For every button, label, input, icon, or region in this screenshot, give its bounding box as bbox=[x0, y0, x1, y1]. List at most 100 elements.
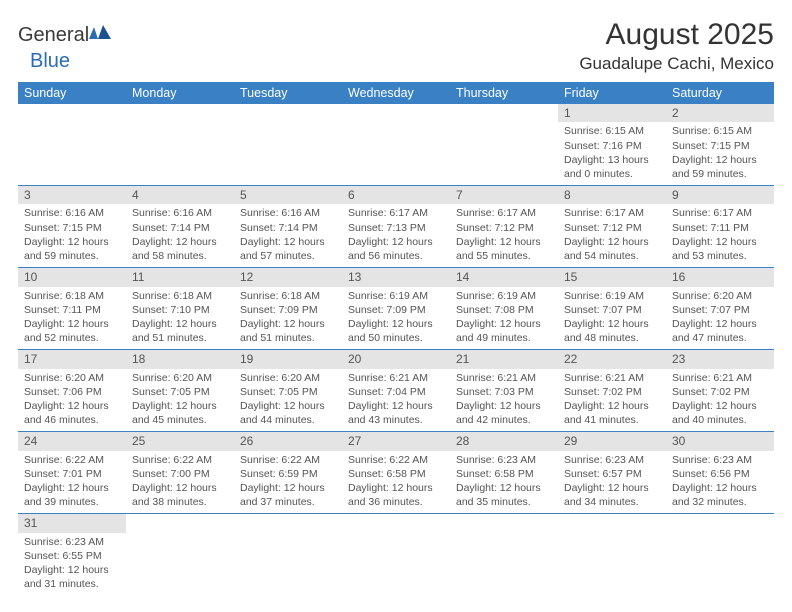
calendar-day: 1Sunrise: 6:15 AMSunset: 7:16 PMDaylight… bbox=[558, 104, 666, 186]
calendar-empty bbox=[450, 104, 558, 186]
day-number: 24 bbox=[18, 432, 126, 450]
calendar-empty bbox=[126, 514, 234, 596]
calendar-day: 14Sunrise: 6:19 AMSunset: 7:08 PMDayligh… bbox=[450, 268, 558, 350]
calendar-day: 30Sunrise: 6:23 AMSunset: 6:56 PMDayligh… bbox=[666, 432, 774, 514]
day-details: Sunrise: 6:16 AMSunset: 7:14 PMDaylight:… bbox=[126, 204, 234, 267]
day-number: 3 bbox=[18, 186, 126, 204]
day-number: 13 bbox=[342, 268, 450, 286]
day-details: Sunrise: 6:15 AMSunset: 7:16 PMDaylight:… bbox=[558, 122, 666, 185]
calendar-day: 17Sunrise: 6:20 AMSunset: 7:06 PMDayligh… bbox=[18, 350, 126, 432]
calendar-row: 31Sunrise: 6:23 AMSunset: 6:55 PMDayligh… bbox=[18, 514, 774, 596]
calendar-day: 16Sunrise: 6:20 AMSunset: 7:07 PMDayligh… bbox=[666, 268, 774, 350]
calendar-day: 9Sunrise: 6:17 AMSunset: 7:11 PMDaylight… bbox=[666, 186, 774, 268]
day-number: 22 bbox=[558, 350, 666, 368]
calendar-table: SundayMondayTuesdayWednesdayThursdayFrid… bbox=[18, 82, 774, 595]
day-details: Sunrise: 6:19 AMSunset: 7:09 PMDaylight:… bbox=[342, 287, 450, 350]
calendar-day: 19Sunrise: 6:20 AMSunset: 7:05 PMDayligh… bbox=[234, 350, 342, 432]
day-details: Sunrise: 6:23 AMSunset: 6:57 PMDaylight:… bbox=[558, 451, 666, 514]
day-details: Sunrise: 6:21 AMSunset: 7:02 PMDaylight:… bbox=[558, 369, 666, 432]
day-details: Sunrise: 6:15 AMSunset: 7:15 PMDaylight:… bbox=[666, 122, 774, 185]
calendar-day: 18Sunrise: 6:20 AMSunset: 7:05 PMDayligh… bbox=[126, 350, 234, 432]
day-details: Sunrise: 6:17 AMSunset: 7:12 PMDaylight:… bbox=[450, 204, 558, 267]
calendar-day: 20Sunrise: 6:21 AMSunset: 7:04 PMDayligh… bbox=[342, 350, 450, 432]
weekday-header: Wednesday bbox=[342, 82, 450, 104]
day-details: Sunrise: 6:21 AMSunset: 7:03 PMDaylight:… bbox=[450, 369, 558, 432]
day-number: 29 bbox=[558, 432, 666, 450]
day-details: Sunrise: 6:21 AMSunset: 7:02 PMDaylight:… bbox=[666, 369, 774, 432]
day-details: Sunrise: 6:18 AMSunset: 7:11 PMDaylight:… bbox=[18, 287, 126, 350]
weekday-header: Sunday bbox=[18, 82, 126, 104]
day-details: Sunrise: 6:17 AMSunset: 7:13 PMDaylight:… bbox=[342, 204, 450, 267]
day-details: Sunrise: 6:16 AMSunset: 7:14 PMDaylight:… bbox=[234, 204, 342, 267]
day-number: 26 bbox=[234, 432, 342, 450]
calendar-day: 11Sunrise: 6:18 AMSunset: 7:10 PMDayligh… bbox=[126, 268, 234, 350]
calendar-empty bbox=[18, 104, 126, 186]
calendar-day: 5Sunrise: 6:16 AMSunset: 7:14 PMDaylight… bbox=[234, 186, 342, 268]
calendar-day: 6Sunrise: 6:17 AMSunset: 7:13 PMDaylight… bbox=[342, 186, 450, 268]
day-details: Sunrise: 6:17 AMSunset: 7:11 PMDaylight:… bbox=[666, 204, 774, 267]
calendar-day: 7Sunrise: 6:17 AMSunset: 7:12 PMDaylight… bbox=[450, 186, 558, 268]
location-subtitle: Guadalupe Cachi, Mexico bbox=[579, 54, 774, 74]
day-details: Sunrise: 6:23 AMSunset: 6:58 PMDaylight:… bbox=[450, 451, 558, 514]
day-details: Sunrise: 6:20 AMSunset: 7:06 PMDaylight:… bbox=[18, 369, 126, 432]
calendar-empty bbox=[342, 104, 450, 186]
day-number: 8 bbox=[558, 186, 666, 204]
day-details: Sunrise: 6:19 AMSunset: 7:08 PMDaylight:… bbox=[450, 287, 558, 350]
day-number: 16 bbox=[666, 268, 774, 286]
day-number: 14 bbox=[450, 268, 558, 286]
calendar-day: 8Sunrise: 6:17 AMSunset: 7:12 PMDaylight… bbox=[558, 186, 666, 268]
calendar-empty bbox=[558, 514, 666, 596]
weekday-header: Tuesday bbox=[234, 82, 342, 104]
day-details: Sunrise: 6:20 AMSunset: 7:05 PMDaylight:… bbox=[126, 369, 234, 432]
day-number: 25 bbox=[126, 432, 234, 450]
calendar-day: 24Sunrise: 6:22 AMSunset: 7:01 PMDayligh… bbox=[18, 432, 126, 514]
day-number: 27 bbox=[342, 432, 450, 450]
calendar-body: 1Sunrise: 6:15 AMSunset: 7:16 PMDaylight… bbox=[18, 104, 774, 595]
logo-text-blue: Blue bbox=[30, 50, 70, 72]
calendar-day: 29Sunrise: 6:23 AMSunset: 6:57 PMDayligh… bbox=[558, 432, 666, 514]
day-number: 31 bbox=[18, 514, 126, 532]
calendar-day: 25Sunrise: 6:22 AMSunset: 7:00 PMDayligh… bbox=[126, 432, 234, 514]
day-details: Sunrise: 6:18 AMSunset: 7:10 PMDaylight:… bbox=[126, 287, 234, 350]
day-number: 23 bbox=[666, 350, 774, 368]
day-details: Sunrise: 6:19 AMSunset: 7:07 PMDaylight:… bbox=[558, 287, 666, 350]
day-number: 2 bbox=[666, 104, 774, 122]
weekday-header: Thursday bbox=[450, 82, 558, 104]
day-number: 18 bbox=[126, 350, 234, 368]
calendar-row: 3Sunrise: 6:16 AMSunset: 7:15 PMDaylight… bbox=[18, 186, 774, 268]
weekday-header: Monday bbox=[126, 82, 234, 104]
calendar-day: 26Sunrise: 6:22 AMSunset: 6:59 PMDayligh… bbox=[234, 432, 342, 514]
calendar-empty bbox=[666, 514, 774, 596]
day-number: 28 bbox=[450, 432, 558, 450]
logo-flag-icon bbox=[89, 25, 111, 46]
day-number: 10 bbox=[18, 268, 126, 286]
calendar-day: 12Sunrise: 6:18 AMSunset: 7:09 PMDayligh… bbox=[234, 268, 342, 350]
calendar-day: 31Sunrise: 6:23 AMSunset: 6:55 PMDayligh… bbox=[18, 514, 126, 596]
day-details: Sunrise: 6:20 AMSunset: 7:07 PMDaylight:… bbox=[666, 287, 774, 350]
day-details: Sunrise: 6:16 AMSunset: 7:15 PMDaylight:… bbox=[18, 204, 126, 267]
calendar-day: 2Sunrise: 6:15 AMSunset: 7:15 PMDaylight… bbox=[666, 104, 774, 186]
weekday-header: Saturday bbox=[666, 82, 774, 104]
calendar-day: 15Sunrise: 6:19 AMSunset: 7:07 PMDayligh… bbox=[558, 268, 666, 350]
calendar-day: 21Sunrise: 6:21 AMSunset: 7:03 PMDayligh… bbox=[450, 350, 558, 432]
calendar-row: 17Sunrise: 6:20 AMSunset: 7:06 PMDayligh… bbox=[18, 350, 774, 432]
day-details: Sunrise: 6:22 AMSunset: 6:59 PMDaylight:… bbox=[234, 451, 342, 514]
calendar-day: 13Sunrise: 6:19 AMSunset: 7:09 PMDayligh… bbox=[342, 268, 450, 350]
day-number: 7 bbox=[450, 186, 558, 204]
logo: General bbox=[18, 24, 113, 47]
day-details: Sunrise: 6:18 AMSunset: 7:09 PMDaylight:… bbox=[234, 287, 342, 350]
day-details: Sunrise: 6:22 AMSunset: 6:58 PMDaylight:… bbox=[342, 451, 450, 514]
calendar-row: 10Sunrise: 6:18 AMSunset: 7:11 PMDayligh… bbox=[18, 268, 774, 350]
day-number: 5 bbox=[234, 186, 342, 204]
calendar-day: 4Sunrise: 6:16 AMSunset: 7:14 PMDaylight… bbox=[126, 186, 234, 268]
calendar-day: 22Sunrise: 6:21 AMSunset: 7:02 PMDayligh… bbox=[558, 350, 666, 432]
title-block: August 2025 Guadalupe Cachi, Mexico bbox=[579, 18, 774, 74]
calendar-day: 27Sunrise: 6:22 AMSunset: 6:58 PMDayligh… bbox=[342, 432, 450, 514]
day-details: Sunrise: 6:20 AMSunset: 7:05 PMDaylight:… bbox=[234, 369, 342, 432]
day-details: Sunrise: 6:23 AMSunset: 6:55 PMDaylight:… bbox=[18, 533, 126, 596]
calendar-day: 28Sunrise: 6:23 AMSunset: 6:58 PMDayligh… bbox=[450, 432, 558, 514]
day-number: 30 bbox=[666, 432, 774, 450]
page-title: August 2025 bbox=[579, 18, 774, 52]
day-number: 12 bbox=[234, 268, 342, 286]
day-number: 6 bbox=[342, 186, 450, 204]
